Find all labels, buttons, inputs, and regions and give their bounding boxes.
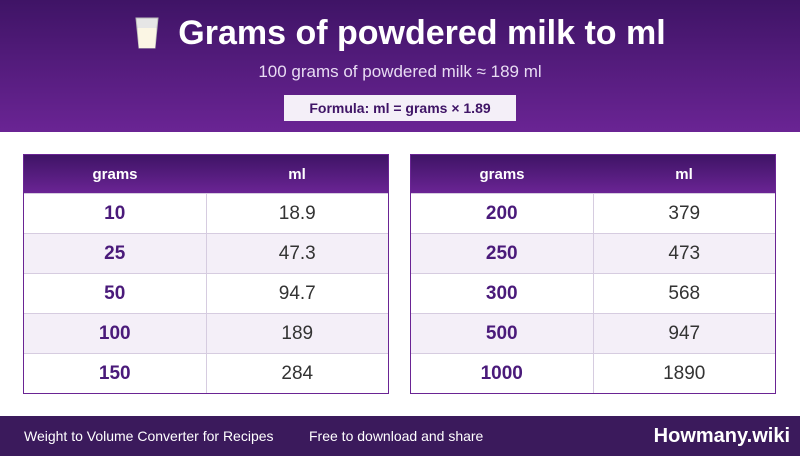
table-row: 500 947 <box>411 313 775 353</box>
ml-cell: 284 <box>205 353 388 393</box>
conversion-table: grams ml 200 379 250 473 300 568 500 947 1000 1890 <box>410 154 776 394</box>
column-header: ml <box>288 165 306 183</box>
grams-cell: 200 <box>411 193 593 233</box>
column-header: ml <box>675 165 693 183</box>
table-row: 150 284 <box>24 353 388 393</box>
ml-cell: 189 <box>205 313 388 353</box>
table-row: 300 568 <box>411 273 775 313</box>
ml-cell: 1890 <box>592 353 775 393</box>
subtitle: 100 grams of powdered milk ≈ 189 ml <box>258 62 542 81</box>
grams-cell: 300 <box>411 273 593 313</box>
table-row: 1000 1890 <box>411 353 775 393</box>
table-row: 50 94.7 <box>24 273 388 313</box>
ml-cell: 568 <box>592 273 775 313</box>
ml-cell: 18.9 <box>205 193 388 233</box>
ml-cell: 473 <box>592 233 775 273</box>
footer: Weight to Volume Converter for Recipes F… <box>0 416 800 456</box>
table-row: 25 47.3 <box>24 233 388 273</box>
header-row: grams ml <box>24 155 388 193</box>
grams-cell: 1000 <box>411 353 593 393</box>
grams-cell: 10 <box>24 193 206 233</box>
column-header: grams <box>92 165 138 183</box>
conversion-table: grams ml 10 18.9 25 47.3 50 94.7 100 189 150 284 <box>23 154 389 394</box>
grams-cell: 250 <box>411 233 593 273</box>
formula: Formula: ml = grams × 1.89 <box>284 95 516 121</box>
ml-cell: 379 <box>592 193 775 233</box>
footer-middle: Free to download and share <box>309 428 484 444</box>
milk-icon <box>135 17 159 49</box>
header: Grams of powdered milk to ml 100 grams o… <box>0 0 800 132</box>
table-row: 10 18.9 <box>24 193 388 233</box>
grams-cell: 100 <box>24 313 206 353</box>
brand: Howmany.wiki <box>653 425 790 447</box>
table-row: 100 189 <box>24 313 388 353</box>
table-row: 200 379 <box>411 193 775 233</box>
grams-cell: 150 <box>24 353 206 393</box>
ml-cell: 94.7 <box>205 273 388 313</box>
column-header: grams <box>479 165 525 183</box>
title: Grams of powdered milk to ml <box>178 14 666 52</box>
grams-cell: 50 <box>24 273 206 313</box>
header-row: grams ml <box>411 155 775 193</box>
footer-left: Weight to Volume Converter for Recipes <box>24 428 274 444</box>
grams-cell: 500 <box>411 313 593 353</box>
ml-cell: 947 <box>592 313 775 353</box>
table-row: 250 473 <box>411 233 775 273</box>
ml-cell: 47.3 <box>205 233 388 273</box>
title-row: Grams of powdered milk to ml <box>0 14 800 53</box>
grams-cell: 25 <box>24 233 206 273</box>
